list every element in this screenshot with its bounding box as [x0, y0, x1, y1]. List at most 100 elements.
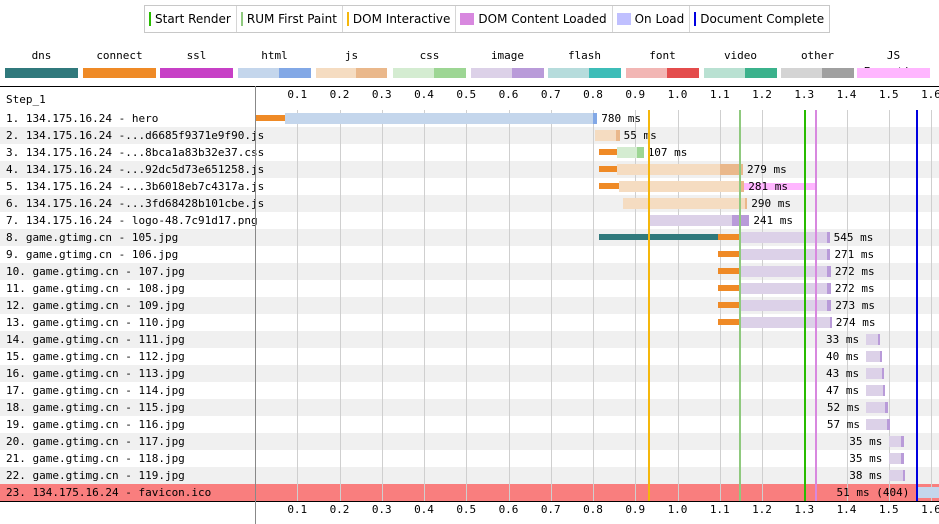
type-legend-bar-b: [45, 68, 78, 78]
request-bar-html1: [916, 487, 939, 498]
request-duration: 57 ms: [826, 418, 860, 431]
request-url: 5. 134.175.16.24 -...3b6018eb7c4317a.js: [6, 180, 265, 193]
request-row[interactable]: 17. game.gtimg.cn - 114.jpg: [0, 382, 939, 399]
request-url: 20. game.gtimg.cn - 117.jpg: [6, 435, 185, 448]
type-legend-bar: [781, 68, 854, 78]
type-legend-label: html: [261, 49, 288, 62]
request-row[interactable]: 7. 134.175.16.24 - logo-48.7c91d17.png: [0, 212, 939, 229]
request-row[interactable]: 6. 134.175.16.24 -...3fd68428b101cbe.js: [0, 195, 939, 212]
request-duration: 40 ms: [826, 350, 860, 363]
request-bar-connect: [717, 234, 739, 240]
request-bar-img2: [901, 453, 904, 464]
content-type-legend: dns connect ssl html js css image flash font vide…: [0, 48, 939, 82]
grid-line: [382, 110, 383, 501]
request-row[interactable]: 14. game.gtimg.cn - 111.jpg: [0, 331, 939, 348]
request-url: 11. game.gtimg.cn - 108.jpg: [6, 282, 185, 295]
type-legend-font: font: [626, 48, 699, 82]
request-bar-connect: [599, 183, 620, 189]
type-legend-bar-b: [355, 68, 387, 78]
request-row[interactable]: 15. game.gtimg.cn - 112.jpg: [0, 348, 939, 365]
request-duration: 272 ms: [834, 282, 875, 295]
axis-tick-label: 0.6: [498, 88, 519, 101]
request-row[interactable]: 21. game.gtimg.cn - 118.jpg: [0, 450, 939, 467]
request-row[interactable]: 19. game.gtimg.cn - 116.jpg: [0, 416, 939, 433]
request-row[interactable]: 11. game.gtimg.cn - 108.jpg: [0, 280, 939, 297]
request-bar-img2: [827, 266, 831, 277]
request-row[interactable]: 4. 134.175.16.24 -...92dc5d73e651258.js: [0, 161, 939, 178]
type-legend-bar-a: [471, 68, 512, 78]
request-duration: 281 ms: [748, 180, 788, 193]
request-row[interactable]: 22. game.gtimg.cn - 119.jpg: [0, 467, 939, 484]
request-row[interactable]: 1. 134.175.16.24 - hero: [0, 110, 939, 127]
type-legend-bar-b: [666, 68, 699, 78]
legend-start-render: Start Render: [145, 6, 237, 32]
request-bar-img2: [887, 419, 891, 430]
legend-label: Document Complete: [700, 12, 825, 26]
request-url: 18. game.gtimg.cn - 115.jpg: [6, 401, 185, 414]
request-row[interactable]: 13. game.gtimg.cn - 110.jpg: [0, 314, 939, 331]
request-row[interactable]: 3. 134.175.16.24 -...8bca1a83b32e37.css: [0, 144, 939, 161]
request-url: 7. 134.175.16.24 - logo-48.7c91d17.png: [6, 214, 258, 227]
request-waterfall: Step_1 0.1 0.2 0.3 0.4 0.5 0.6 0.7 0.8 0.9 1.0 1.1…: [0, 86, 939, 524]
type-legend-connect: connect: [83, 48, 156, 82]
request-bar-img1: [738, 266, 828, 277]
request-duration: 545 ms: [833, 231, 874, 244]
request-row[interactable]: 5. 134.175.16.24 -...3b6018eb7c4317a.js: [0, 178, 939, 195]
type-legend-bar-a: [704, 68, 745, 78]
request-bar-img2: [901, 436, 904, 447]
axis-tick-label-bottom: 1.1: [709, 503, 730, 516]
axis-tick-label: 0.1: [287, 88, 308, 101]
request-duration: 241 ms: [753, 214, 794, 227]
request-bar-js2: [719, 164, 743, 175]
request-row[interactable]: 10. game.gtimg.cn - 107.jpg: [0, 263, 939, 280]
type-legend-bar: [548, 68, 621, 78]
type-legend-bar-b: [278, 68, 311, 78]
request-bar-js1: [622, 198, 746, 209]
type-legend-bar-a: [393, 68, 434, 78]
type-legend-html: html: [238, 48, 311, 82]
type-legend-bar: [471, 68, 544, 78]
request-row[interactable]: 2. 134.175.16.24 -...d6685f9371e9f90.js: [0, 127, 939, 144]
request-bar-js1: [617, 164, 720, 175]
request-row[interactable]: 8. game.gtimg.cn - 105.jpg: [0, 229, 939, 246]
request-duration: 35 ms: [849, 435, 883, 448]
axis-tick-label: 1.3: [794, 88, 815, 101]
request-row[interactable]: 12. game.gtimg.cn - 109.jpg: [0, 297, 939, 314]
marker-dom-interactive: [648, 110, 650, 501]
grid-line: [509, 110, 510, 501]
request-row[interactable]: 18. game.gtimg.cn - 115.jpg: [0, 399, 939, 416]
axis-tick-label-bottom: 0.9: [625, 503, 646, 516]
request-bar-img1: [865, 385, 883, 396]
request-url: 14. game.gtimg.cn - 111.jpg: [6, 333, 185, 346]
request-bar-img1: [738, 300, 828, 311]
type-legend-bar: [5, 68, 78, 78]
axis-tick-label: 0.5: [456, 88, 477, 101]
request-bar-css2: [637, 147, 644, 158]
axis-tick-label: 0.9: [625, 88, 646, 101]
type-legend-flash: flash: [548, 48, 621, 82]
type-legend-label: other: [800, 49, 835, 62]
type-legend-image: image: [471, 48, 544, 82]
request-row[interactable]: 16. game.gtimg.cn - 113.jpg: [0, 365, 939, 382]
request-bar-html2: [593, 113, 598, 124]
type-legend-label: JS Execution: [864, 49, 924, 78]
legend-document-complete: Document Complete: [690, 6, 829, 32]
type-legend-bar-a: [160, 68, 201, 78]
request-url: 12. game.gtimg.cn - 109.jpg: [6, 299, 185, 312]
axis-tick-label: 1.1: [709, 88, 730, 101]
type-legend-label: image: [490, 49, 525, 62]
request-row[interactable]: 20. game.gtimg.cn - 117.jpg: [0, 433, 939, 450]
request-row[interactable]: 23. 134.175.16.24 - favicon.ico: [0, 484, 939, 501]
request-row[interactable]: 9. game.gtimg.cn - 106.jpg: [0, 246, 939, 263]
legend-dom-interactive: DOM Interactive: [343, 6, 457, 32]
grid-line: [424, 110, 425, 501]
marker-rum-first-paint: [739, 110, 741, 501]
type-legend-bar-b: [821, 68, 854, 78]
request-bar-js1: [619, 181, 741, 192]
axis-tick-label: 0.8: [583, 88, 603, 101]
type-legend-bar-a: [781, 68, 822, 78]
type-legend-label: css: [419, 49, 440, 62]
axis-tick-label-bottom: 1.2: [752, 503, 772, 516]
legend-swatch: [346, 12, 349, 26]
type-legend-bar-a: [83, 68, 124, 78]
